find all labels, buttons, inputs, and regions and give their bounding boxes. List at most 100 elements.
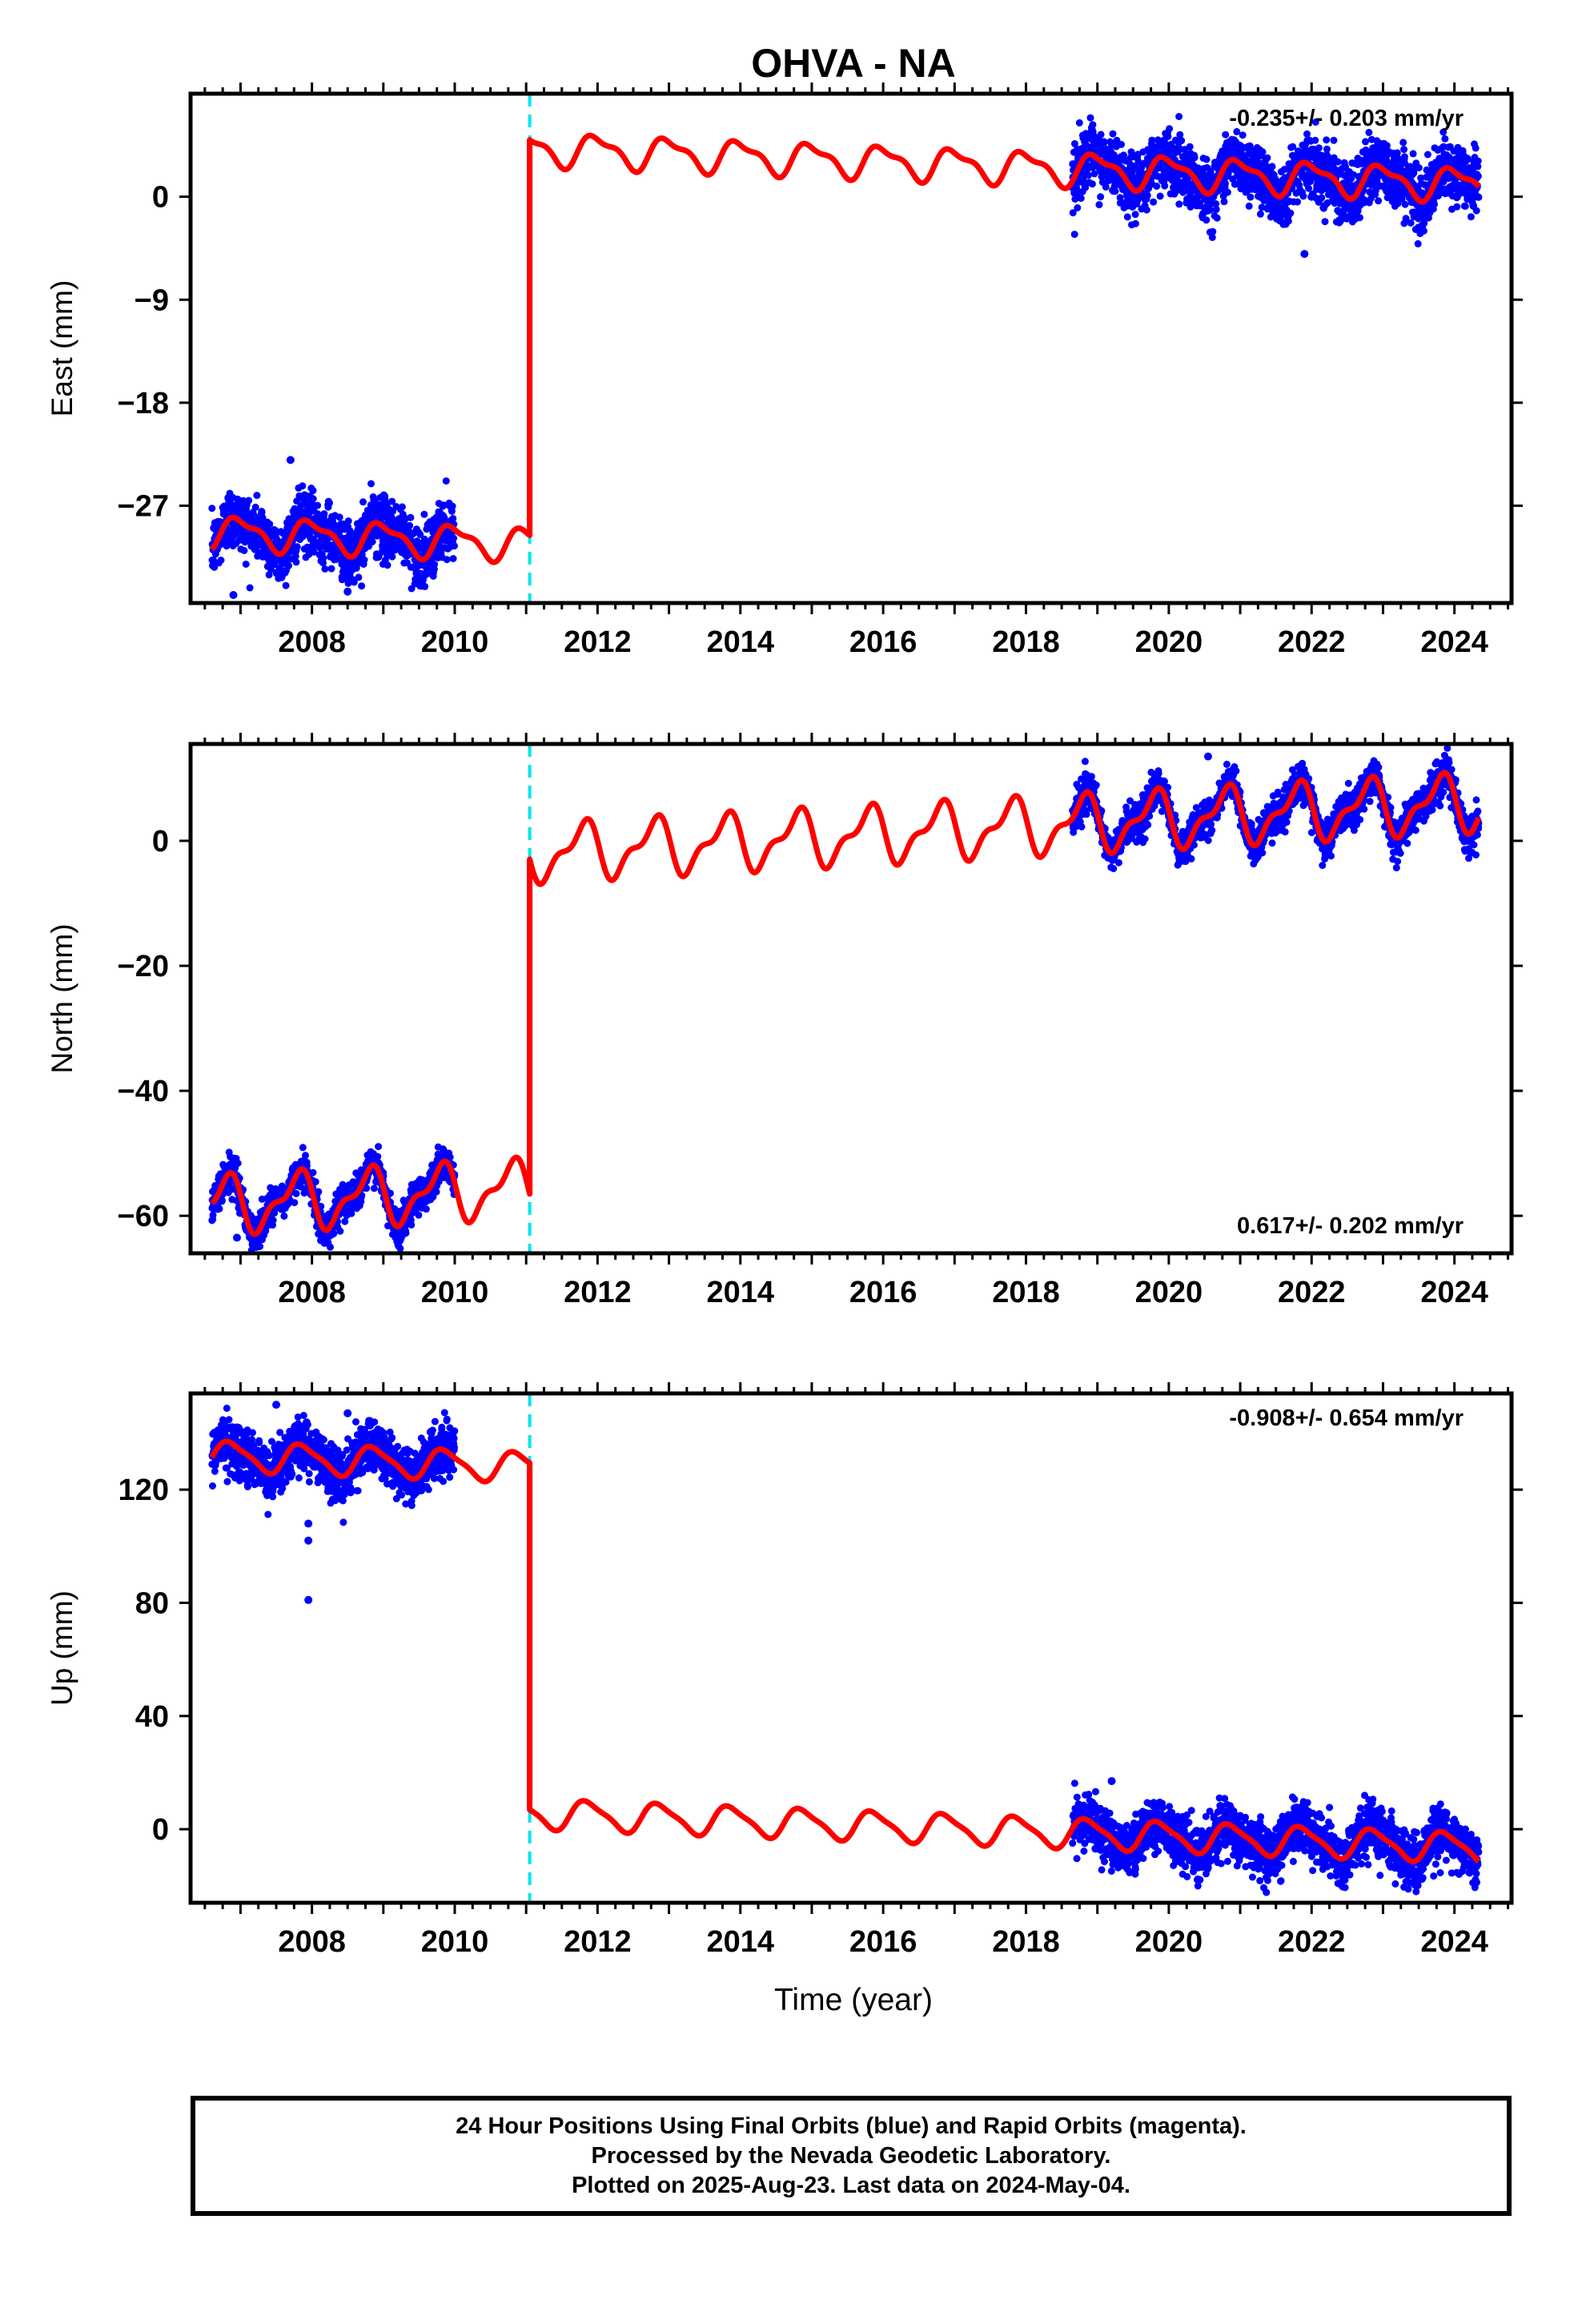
observation-point (336, 1227, 344, 1235)
observation-point (240, 547, 248, 554)
observation-point (309, 495, 317, 503)
observation-point (1467, 213, 1475, 221)
observation-point (1075, 119, 1083, 127)
observation-point (1409, 150, 1417, 158)
observation-point (1118, 140, 1125, 148)
observation-point (299, 482, 307, 490)
observation-point (293, 543, 301, 551)
y-tick-label: 0 (152, 181, 169, 215)
x-tick-label: 2012 (564, 625, 632, 659)
observation-point (1086, 114, 1094, 122)
observation-point (1268, 163, 1276, 171)
observation-point (1203, 155, 1211, 163)
observation-point (344, 517, 352, 525)
observation-point (314, 501, 322, 509)
observation-point (420, 510, 428, 518)
observation-point (1092, 781, 1100, 789)
x-tick-label: 2018 (992, 625, 1060, 659)
x-tick-label: 2020 (1135, 625, 1203, 659)
observation-point (1069, 209, 1077, 217)
observation-point (449, 555, 457, 562)
observation-point (311, 1178, 319, 1186)
observation-point (292, 1189, 300, 1197)
observation-point (256, 1243, 264, 1250)
observation-point (319, 554, 327, 562)
observation-point (1070, 231, 1078, 239)
observation-point (1318, 194, 1326, 202)
y-tick-label: −27 (118, 490, 169, 524)
observation-point (245, 497, 253, 505)
observation-point (1239, 131, 1247, 139)
observation-points (208, 113, 1483, 599)
observation-point (360, 556, 368, 564)
observation-point (1284, 217, 1292, 225)
observation-point (1287, 209, 1295, 217)
observation-point (1330, 136, 1338, 144)
observation-point (1175, 113, 1183, 120)
observation-point (1186, 143, 1194, 151)
observation-point (1334, 158, 1342, 166)
observation-point (1472, 207, 1480, 215)
observation-point (396, 1244, 404, 1252)
observation-point (1415, 164, 1423, 171)
observation-point (1400, 153, 1408, 161)
observation-point (1407, 219, 1415, 227)
observation-point (1143, 191, 1151, 199)
observation-point (1156, 192, 1164, 200)
observation-point (330, 1230, 338, 1237)
observation-point (1114, 858, 1122, 866)
observation-point (1142, 206, 1150, 214)
x-tick-label: 2008 (278, 625, 346, 659)
observation-point (1100, 139, 1108, 147)
y-tick-label: −9 (135, 283, 169, 317)
observation-point (1474, 172, 1482, 180)
observation-point (408, 1221, 416, 1229)
x-tick-label: 2010 (421, 625, 489, 659)
observation-point (242, 561, 250, 568)
observation-point (234, 1160, 242, 1167)
observation-point (402, 1229, 410, 1237)
observation-point (282, 581, 290, 589)
plot-area (208, 744, 1483, 1253)
observation-point (1362, 138, 1369, 146)
observation-point (265, 571, 273, 579)
observation-point (406, 521, 414, 529)
observation-point (1166, 125, 1174, 133)
observation-point (1420, 227, 1427, 235)
observation-point (320, 510, 328, 518)
observation-point (1220, 198, 1228, 206)
observation-points (208, 744, 1483, 1253)
observation-point (1109, 130, 1117, 138)
observation-point (368, 537, 376, 545)
x-tick-label: 2014 (706, 625, 774, 659)
observation-point (1221, 179, 1229, 187)
observation-point (1191, 154, 1199, 162)
observation-point (383, 561, 391, 569)
observation-point (358, 582, 366, 590)
observation-point (335, 513, 343, 521)
observation-point (1178, 137, 1186, 145)
observation-point (1222, 131, 1230, 139)
observation-point (1153, 183, 1161, 190)
east-panel: 2008 2010 2012 2014 2016 2018 2020 2022 20240−9−… (46, 82, 1523, 659)
observation-point (1097, 193, 1105, 201)
observation-point (1131, 211, 1139, 219)
observation-point (1223, 188, 1231, 196)
observation-point (211, 563, 219, 571)
east-velocity-label: -0.235+/- 0.203 mm/yr (1229, 106, 1464, 131)
observation-point (251, 503, 259, 511)
observation-point (1175, 200, 1183, 208)
observation-point (286, 456, 295, 464)
observation-point (266, 520, 274, 528)
observation-point (350, 578, 358, 586)
observation-point (1245, 202, 1253, 210)
observation-point (291, 1199, 299, 1207)
observation-point (416, 531, 424, 538)
observation-point (1212, 205, 1220, 213)
observation-point (1303, 130, 1311, 138)
observation-point (1088, 180, 1096, 188)
observation-point (1323, 136, 1331, 144)
observation-point (421, 582, 429, 590)
observation-point (299, 1144, 307, 1152)
observation-point (1164, 133, 1172, 140)
